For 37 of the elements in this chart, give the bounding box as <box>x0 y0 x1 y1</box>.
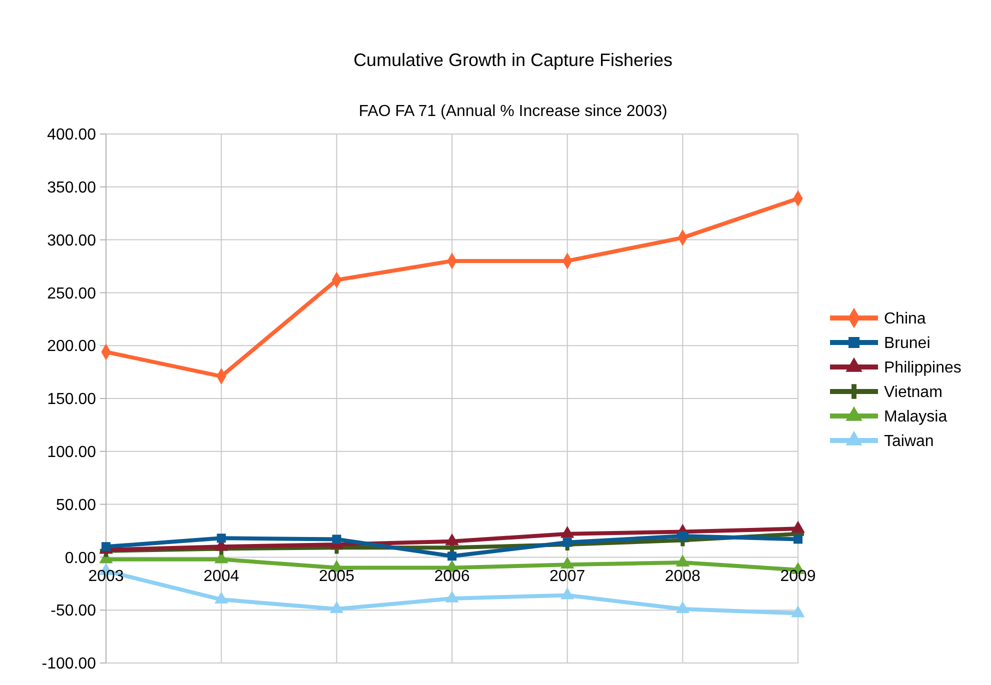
legend-label: Taiwan <box>884 433 934 450</box>
point <box>560 526 574 538</box>
y-tick-label: 300.00 <box>47 232 96 250</box>
point <box>676 554 690 566</box>
y-tick-label: 100.00 <box>47 444 96 461</box>
x-tick-label: 2008 <box>664 568 701 586</box>
y-tick-label: 250.00 <box>47 285 96 302</box>
y-tick-label: 350.00 <box>47 180 96 196</box>
point <box>330 601 344 613</box>
y-tick-label: -100.00 <box>42 656 96 673</box>
x-tick-label: 2007 <box>550 568 586 586</box>
point <box>214 592 228 604</box>
point <box>445 533 459 546</box>
legend-label: Malaysia <box>884 408 948 426</box>
y-tick-label: 200.00 <box>47 338 96 356</box>
point <box>560 556 574 569</box>
y-tick-label: 150.00 <box>47 391 96 408</box>
legend-label: China <box>884 310 926 328</box>
legend-label: Brunei <box>884 335 930 352</box>
legend-label: Vietnam <box>884 384 942 402</box>
x-tick-label: 2003 <box>88 568 124 586</box>
x-tick-label: 2006 <box>434 568 470 586</box>
point <box>560 587 574 600</box>
y-tick-label: 50.00 <box>56 496 96 514</box>
point <box>791 520 805 533</box>
x-tick-label: 2009 <box>780 568 816 586</box>
y-tick-label: -50.00 <box>50 602 96 620</box>
chart-title: Cumulative Growth in Capture Fisheries <box>353 50 673 70</box>
y-tick-label: 400.00 <box>47 126 96 144</box>
y-tick-label: 0.00 <box>64 550 96 567</box>
legend-label: Philippines <box>884 360 962 377</box>
x-tick-label: 2005 <box>318 568 355 586</box>
chart-subtitle: FAO FA 71 (Annual % Increase since 2003) <box>358 103 668 120</box>
x-tick-label: 2004 <box>204 568 240 586</box>
point <box>791 605 805 618</box>
point <box>445 590 459 602</box>
point <box>676 601 690 613</box>
